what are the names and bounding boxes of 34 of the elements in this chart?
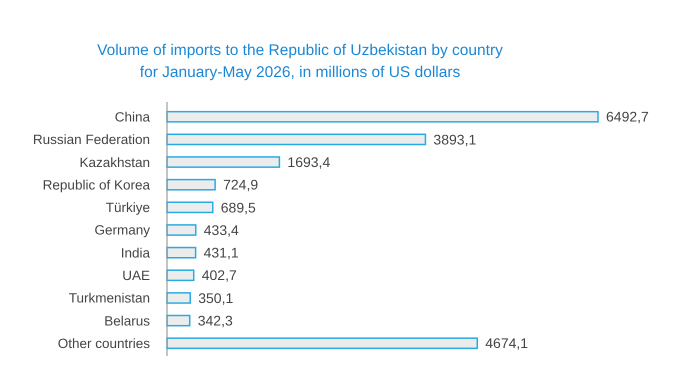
y-tick-label: India [120, 245, 150, 260]
data-label: 433,4 [204, 222, 240, 238]
data-label: 4674,1 [485, 335, 528, 352]
bar [166, 134, 426, 146]
bar [166, 178, 216, 191]
bar [166, 337, 478, 350]
y-tick-label: Russian Federation [32, 132, 150, 148]
data-label: 402,7 [202, 267, 237, 284]
data-label: 350,1 [198, 290, 234, 306]
y-tick-label: Kazakhstan [79, 154, 150, 170]
chart-title: Volume of imports to the Republic of Uzbekistan by country for January-May 2026, in millions of US dollars [97, 42, 504, 81]
y-tick-label: UAE [122, 268, 150, 284]
y-tick-label: China [114, 109, 150, 124]
bar [166, 202, 214, 214]
y-tick-label: Germany [94, 222, 150, 238]
y-tick-label: Other countries [58, 336, 150, 351]
bar [166, 246, 196, 258]
bar [166, 292, 191, 304]
y-tick-label: Belarus [104, 313, 150, 328]
y-tick-label: Turkmenistan [68, 290, 150, 306]
data-label: 724,9 [223, 176, 258, 193]
y-tick-label: Türkiye [106, 200, 150, 216]
bar [166, 314, 190, 326]
data-label: 1693,4 [287, 154, 330, 170]
data-label: 342,3 [198, 312, 233, 328]
bar [166, 224, 197, 236]
bar [166, 269, 194, 282]
data-label: 689,5 [220, 199, 256, 216]
data-label: 431,1 [204, 244, 239, 261]
bar [166, 156, 280, 168]
y-tick-label: Republic of Korea [42, 177, 150, 192]
data-label: 6492,7 [606, 108, 650, 125]
data-label: 3893,1 [433, 131, 476, 148]
bar [166, 110, 599, 123]
